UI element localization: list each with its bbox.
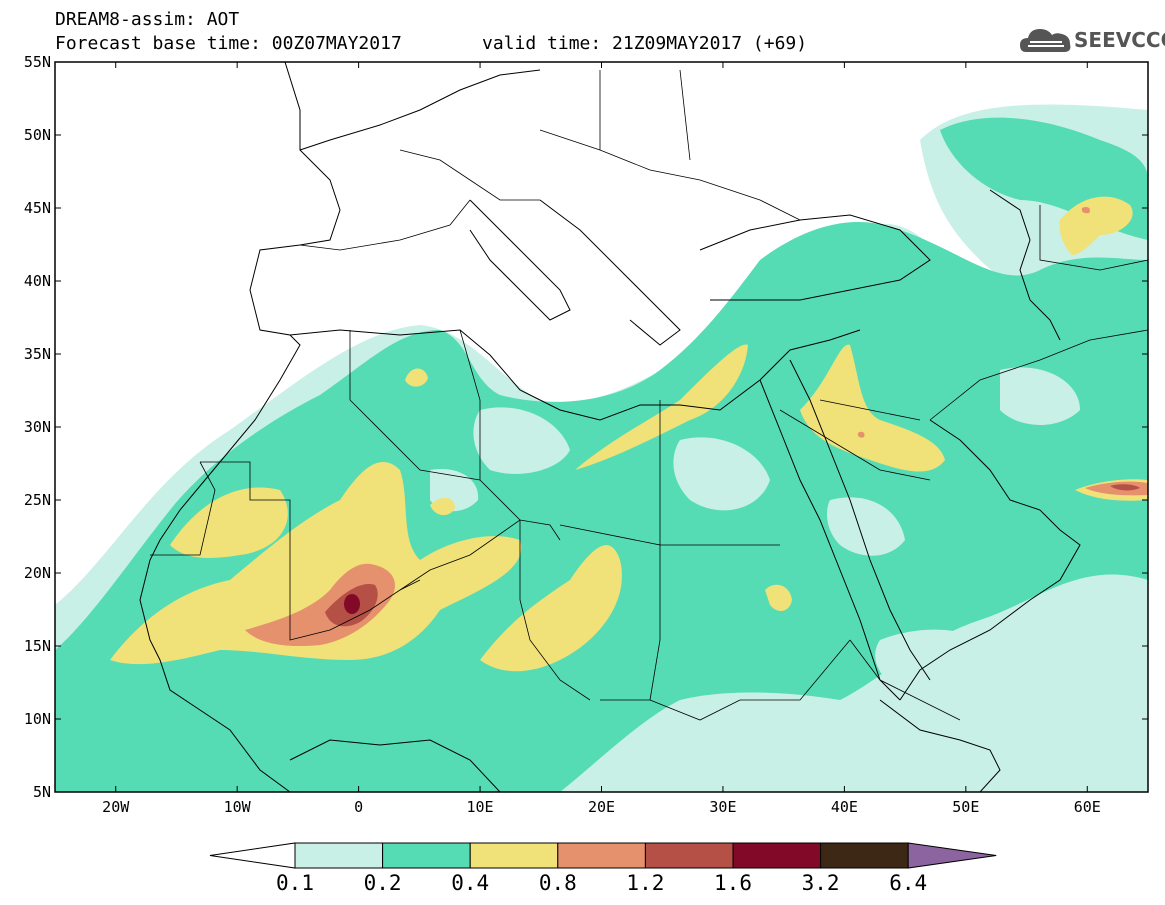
cloud-icon xyxy=(1020,29,1071,52)
colorbar-level-label: 0.2 xyxy=(364,871,402,895)
lon-tick-label: 20E xyxy=(588,798,615,816)
seevccc-logo: SEEVCCC xyxy=(1018,24,1165,58)
lon-tick-label: 10W xyxy=(224,798,252,816)
lat-tick-label: 20N xyxy=(24,564,51,582)
lat-axis: 55N 50N 45N 40N 35N 30N 25N 20N 15N 10N 5N xyxy=(24,53,1148,801)
colorbar-level-label: 3.2 xyxy=(802,871,840,895)
colorbar-swatch xyxy=(820,842,909,869)
lon-tick-label: 50E xyxy=(952,798,979,816)
country-borders xyxy=(150,69,1148,721)
lat-tick-label: 40N xyxy=(24,272,51,290)
colorbar-swatch xyxy=(294,842,384,869)
aot-clear-patches xyxy=(430,367,1080,694)
colorbar-arrow-low xyxy=(209,842,296,869)
lon-tick-label: 60E xyxy=(1074,798,1101,816)
colorbar-level-label: 1.2 xyxy=(626,871,664,895)
lon-tick-label: 20W xyxy=(102,798,130,816)
colorbar-level-label: 0.8 xyxy=(539,871,577,895)
map-title: DREAM8-assim: AOT xyxy=(55,9,240,30)
logo-text: SEEVCCC xyxy=(1074,28,1165,52)
lat-tick-label: 35N xyxy=(24,345,51,363)
colorbar-level-label: 1.6 xyxy=(714,871,752,895)
colorbar-swatch xyxy=(644,842,734,869)
valid-time: valid time: 21Z09MAY2017 (+69) xyxy=(482,33,808,54)
colorbar-level-label: 0.1 xyxy=(276,871,314,895)
lat-tick-label: 30N xyxy=(24,418,51,436)
lat-tick-label: 25N xyxy=(24,491,51,509)
lat-tick-label: 10N xyxy=(24,710,51,728)
lat-tick-label: 15N xyxy=(24,637,51,655)
aot-band-1.6 xyxy=(344,594,360,614)
colorbar: 0.1 0.2 0.4 0.8 1.2 1.6 3.2 6.4 xyxy=(209,842,997,895)
lat-tick-label: 45N xyxy=(24,199,51,217)
lon-tick-label: 30E xyxy=(709,798,736,816)
colorbar-swatch xyxy=(732,842,822,869)
forecast-base-time: Forecast base time: 00Z07MAY2017 xyxy=(55,33,402,54)
lat-tick-label: 5N xyxy=(33,783,51,801)
aot-band-0.4 xyxy=(110,196,1148,672)
lon-tick-label: 40E xyxy=(831,798,858,816)
lat-tick-label: 50N xyxy=(24,126,51,144)
lon-tick-label: 10E xyxy=(467,798,494,816)
aot-fields xyxy=(55,104,1148,792)
colorbar-level-label: 6.4 xyxy=(889,871,927,895)
colorbar-arrow-high xyxy=(907,842,997,869)
colorbar-swatch xyxy=(469,842,559,869)
colorbar-swatch xyxy=(382,842,471,869)
lon-tick-label: 0 xyxy=(354,798,363,816)
coastlines xyxy=(139,62,1081,792)
lon-axis: 20W 10W 0 10E 20E 30E 40E 50E 60E xyxy=(102,62,1101,816)
lat-tick-label: 55N xyxy=(24,53,51,71)
colorbar-swatch xyxy=(557,842,646,869)
colorbar-level-label: 0.4 xyxy=(451,871,489,895)
